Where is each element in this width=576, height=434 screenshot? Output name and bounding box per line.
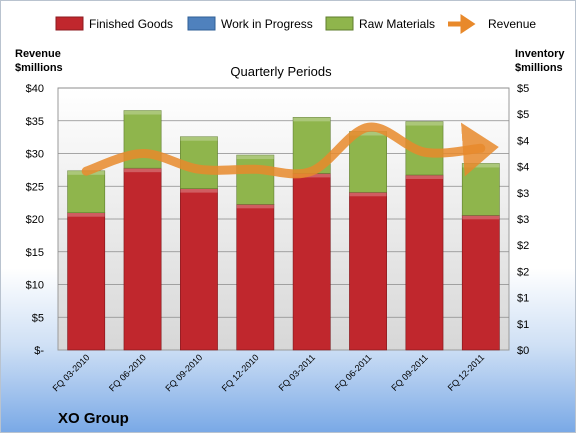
- right-tick-label: $4: [517, 162, 529, 174]
- chart-title: Quarterly Periods: [230, 64, 332, 79]
- bar-bevel: [180, 136, 218, 141]
- bar-finished-goods: [405, 174, 444, 351]
- bar-bevel: [405, 174, 444, 179]
- right-axis-title-line1: Inventory: [515, 48, 565, 60]
- bar-finished-goods: [123, 167, 162, 351]
- left-tick-label: $5: [32, 312, 44, 324]
- revenue-line: [81, 122, 499, 179]
- legend-swatch-raw-materials: [325, 16, 354, 31]
- left-tick-label: $10: [26, 280, 44, 292]
- legend-label-work-in-progress: Work in Progress: [221, 17, 313, 31]
- legend-label-revenue: Revenue: [488, 17, 536, 31]
- bar-bevel: [293, 117, 331, 122]
- bar-finished-goods: [292, 173, 331, 351]
- left-tick-label: $25: [26, 181, 44, 193]
- x-tick-label: FQ 06-2011: [333, 352, 374, 393]
- left-tick-label: $35: [26, 116, 44, 128]
- bar-raw-materials: [67, 170, 106, 214]
- bar-bevel: [349, 131, 387, 136]
- legend: Finished Goods Work in Progress Raw Mate…: [55, 14, 536, 34]
- x-axis-ticks: FQ 03-2010 FQ 06-2010 FQ 09-2010 FQ 12-2010…: [51, 352, 487, 393]
- left-tick-label: $15: [26, 247, 44, 259]
- bar-finished-goods: [236, 204, 275, 351]
- left-axis-ticks: $- $5 $10 $15 $20 $25 $30 $35 $40: [26, 83, 45, 357]
- right-axis-title-line2: $millions: [515, 62, 563, 74]
- bar-bevel: [180, 188, 218, 193]
- bar-bevel: [236, 204, 274, 209]
- bar-bevel: [405, 121, 444, 126]
- legend-label-finished-goods: Finished Goods: [89, 17, 173, 31]
- left-tick-label: $-: [34, 345, 44, 357]
- bar-bevel: [462, 163, 500, 168]
- company-name: XO Group: [58, 410, 129, 427]
- right-tick-label: $1: [517, 293, 529, 305]
- legend-swatch-finished-goods: [55, 16, 84, 31]
- right-axis-ticks: $0 $1 $1 $2 $2 $3 $3 $4 $4 $5 $5: [517, 83, 529, 357]
- x-tick-label: FQ 03-2011: [277, 352, 318, 393]
- legend-label-raw-materials: Raw Materials: [359, 17, 435, 31]
- left-tick-label: $30: [26, 149, 44, 161]
- x-tick-label: FQ 09-2010: [163, 352, 204, 393]
- left-axis-title-line1: Revenue: [15, 48, 61, 60]
- right-tick-label: $1: [517, 319, 529, 331]
- left-tick-label: $20: [26, 214, 44, 226]
- bar-bevel: [349, 192, 387, 197]
- x-tick-label: FQ 12-2011: [446, 352, 487, 393]
- x-tick-label: FQ 06-2010: [107, 352, 148, 393]
- bar-finished-goods: [349, 191, 387, 351]
- right-tick-label: $2: [517, 266, 529, 278]
- right-tick-label: $5: [517, 83, 529, 95]
- right-tick-label: $4: [517, 135, 529, 147]
- right-tick-label: $3: [517, 188, 529, 200]
- bar-bevel: [236, 155, 274, 160]
- right-tick-label: $2: [517, 240, 529, 252]
- bar-raw-materials: [236, 154, 275, 205]
- bar-finished-goods: [180, 188, 218, 351]
- x-tick-label: FQ 03-2010: [51, 352, 92, 393]
- bar-finished-goods: [67, 212, 106, 351]
- revenue-line-group: [81, 122, 499, 179]
- bar-raw-materials: [349, 131, 387, 193]
- bar-bevel: [462, 215, 500, 220]
- bar-raw-materials: [461, 163, 500, 216]
- bar-bevel: [123, 110, 162, 115]
- legend-swatch-work-in-progress: [187, 16, 216, 31]
- x-tick-label: FQ 09-2011: [389, 352, 430, 393]
- left-tick-label: $40: [26, 83, 44, 95]
- right-tick-label: $3: [517, 214, 529, 226]
- x-tick-label: FQ 12-2010: [220, 352, 261, 393]
- right-tick-label: $5: [517, 109, 529, 121]
- left-axis-title-line2: $millions: [15, 62, 63, 74]
- bar-finished-goods: [461, 215, 500, 351]
- bar-bevel: [67, 212, 105, 217]
- right-tick-label: $0: [517, 345, 529, 357]
- bar-bevel: [123, 168, 162, 173]
